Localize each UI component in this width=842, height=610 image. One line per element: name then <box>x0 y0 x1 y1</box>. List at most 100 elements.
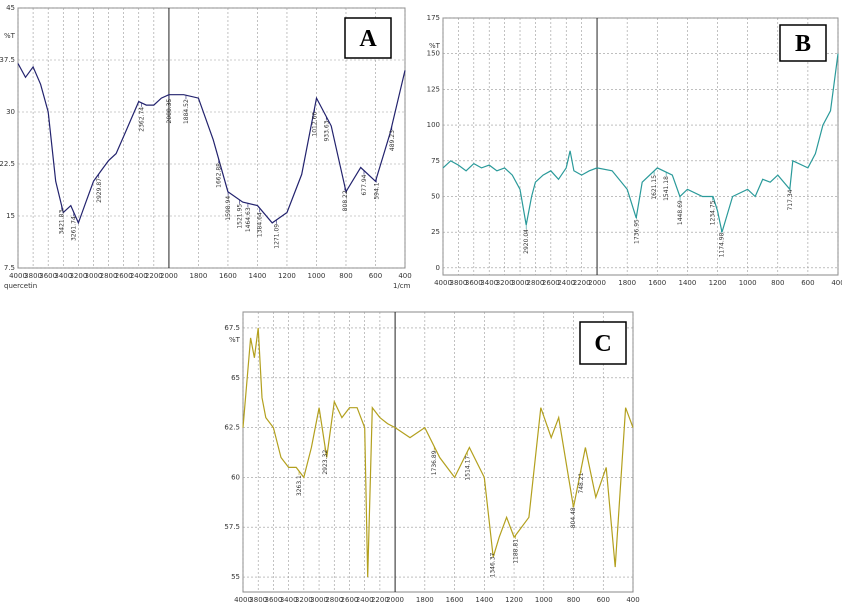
x-tick-label: 1600 <box>648 279 666 287</box>
x-tick-label: 3000 <box>310 596 328 604</box>
spectrum-line <box>17 63 406 225</box>
peak-label: 1736.89 <box>431 450 438 475</box>
x-tick-label: 3800 <box>449 279 467 287</box>
x-tick-label: 1400 <box>678 279 696 287</box>
y-axis-label: %T <box>4 32 16 40</box>
peak-label: 594.1 <box>373 182 380 199</box>
x-tick-label: 1200 <box>278 272 296 280</box>
x-tick-label: 400 <box>398 272 411 280</box>
x-tick-label: 1400 <box>249 272 267 280</box>
sample-note: quercetin <box>4 282 37 290</box>
x-tick-label: 2600 <box>115 272 133 280</box>
peak-label: 3263.1 <box>296 475 303 496</box>
y-tick-label: 25 <box>431 228 440 236</box>
peak-label: 489.23 <box>389 130 396 151</box>
x-tick-label: 800 <box>771 279 784 287</box>
x-tick-label: 1800 <box>416 596 434 604</box>
y-tick-label: 7.5 <box>4 264 15 272</box>
peak-label: 804.48 <box>570 507 577 528</box>
x-tick-label: 3800 <box>24 272 42 280</box>
peak-label: 2923.32 <box>322 450 329 475</box>
peak-label: 1448.69 <box>677 200 684 225</box>
x-axis-label: 1/cm <box>393 282 411 290</box>
x-tick-label: 600 <box>369 272 382 280</box>
peak-label: 677.94 <box>361 174 368 195</box>
peak-label: 1541.18 <box>663 176 670 201</box>
peak-label: 1012.66 <box>312 112 319 137</box>
x-tick-label: 2000 <box>160 272 178 280</box>
x-tick-label: 2800 <box>527 279 545 287</box>
x-tick-label: 3000 <box>511 279 529 287</box>
peak-label: 2000.35 <box>166 98 173 123</box>
y-tick-label: 150 <box>427 50 440 58</box>
peak-label: 808.22 <box>342 190 349 211</box>
x-tick-label: 2400 <box>130 272 148 280</box>
panel-label-box <box>579 321 627 365</box>
x-tick-label: 3600 <box>465 279 483 287</box>
y-tick-label: 57.5 <box>224 523 240 531</box>
spectrum-line <box>442 53 839 233</box>
y-tick-label: 50 <box>431 192 440 200</box>
panel-label-box <box>344 17 392 59</box>
x-tick-label: 2800 <box>325 596 343 604</box>
y-tick-label: 22.5 <box>0 160 15 168</box>
peak-label: 2929.87 <box>96 178 103 203</box>
peak-label: 717.34 <box>787 189 794 210</box>
panel-label: B <box>795 31 811 57</box>
y-tick-label: 62.5 <box>224 424 240 432</box>
y-tick-label: 30 <box>6 108 15 116</box>
peak-label: 1346.37 <box>489 552 496 577</box>
x-tick-label: 1800 <box>190 272 208 280</box>
x-tick-label: 4000 <box>434 279 452 287</box>
x-tick-label: 1000 <box>739 279 757 287</box>
y-tick-label: 65 <box>231 374 240 382</box>
peak-label: 1234.75 <box>709 200 716 225</box>
spectrum-line <box>242 327 634 578</box>
y-tick-label: 75 <box>431 157 440 165</box>
peak-label: 3261.74 <box>71 216 78 241</box>
peak-label: 1598.94 <box>225 196 232 221</box>
peak-label: 1662.88 <box>216 163 223 188</box>
x-tick-label: 3400 <box>54 272 72 280</box>
x-tick-label: 2000 <box>386 596 404 604</box>
x-tick-label: 3400 <box>480 279 498 287</box>
x-tick-label: 1000 <box>535 596 553 604</box>
peak-label: 1188.81 <box>513 539 520 564</box>
panel-label: C <box>594 331 611 357</box>
x-tick-label: 3600 <box>265 596 283 604</box>
x-tick-label: 4000 <box>9 272 27 280</box>
peak-label: 1174.98 <box>718 232 725 257</box>
x-tick-label: 400 <box>626 596 639 604</box>
peak-label: 2920.04 <box>523 229 530 254</box>
peak-label: 1621.15 <box>651 175 658 200</box>
x-tick-label: 3800 <box>249 596 267 604</box>
panel-label: A <box>359 26 377 52</box>
peak-label: 1271.09 <box>273 224 280 249</box>
peak-label: 1736.95 <box>634 219 641 244</box>
x-tick-label: 1400 <box>475 596 493 604</box>
y-tick-label: 175 <box>427 14 440 22</box>
x-tick-label: 1200 <box>709 279 727 287</box>
x-tick-label: 3200 <box>69 272 87 280</box>
x-tick-label: 3200 <box>295 596 313 604</box>
peak-label: 1384.64 <box>257 212 264 237</box>
y-axis-label: %T <box>229 336 241 344</box>
y-tick-label: 0 <box>436 264 440 272</box>
x-tick-label: 3000 <box>85 272 103 280</box>
y-tick-label: 67.5 <box>224 324 240 332</box>
y-tick-label: 37.5 <box>0 56 15 64</box>
x-tick-label: 1600 <box>219 272 237 280</box>
y-tick-label: 125 <box>427 85 440 93</box>
x-tick-label: 800 <box>339 272 352 280</box>
x-tick-label: 2200 <box>573 279 591 287</box>
x-tick-label: 2800 <box>100 272 118 280</box>
x-tick-label: 2400 <box>356 596 374 604</box>
y-tick-label: 55 <box>231 573 240 581</box>
peak-label: 933.63 <box>323 120 330 141</box>
x-tick-label: 600 <box>597 596 610 604</box>
x-tick-label: 2000 <box>588 279 606 287</box>
peak-label: 1884.52 <box>183 99 190 124</box>
peak-label: 1514.17 <box>464 456 471 481</box>
x-tick-label: 800 <box>567 596 580 604</box>
